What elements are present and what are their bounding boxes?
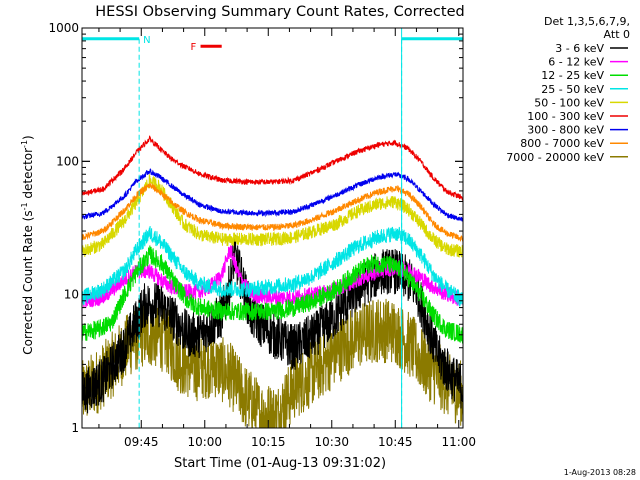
x-tick-label-1100: 11:00 xyxy=(441,435,476,449)
legend-header-detectors: Det 1,3,5,6,7,9, xyxy=(544,15,630,28)
legend-label-3-6-keV: 3 - 6 keV xyxy=(555,42,604,55)
legend-label-50-100-keV: 50 - 100 keV xyxy=(534,96,604,109)
legend-label-800-7000-keV: 800 - 7000 keV xyxy=(520,137,604,150)
marker-n-label: N xyxy=(143,35,150,46)
legend-label-25-50-keV: 25 - 50 keV xyxy=(541,83,604,96)
legend-label-100-300-keV: 100 - 300 keV xyxy=(527,110,604,123)
series-line-300-800-keV xyxy=(81,168,464,222)
x-axis-label: Start Time (01-Aug-13 09:31:02) xyxy=(174,456,386,471)
legend-label-6-12-keV: 6 - 12 keV xyxy=(548,56,604,69)
y-tick-label-1000: 1000 xyxy=(48,21,79,35)
x-tick-label-1000: 10:00 xyxy=(187,435,222,449)
x-tick-label-1030: 10:30 xyxy=(314,435,349,449)
series-line-12-25-keV xyxy=(81,245,464,344)
x-tick-label-0945: 09:45 xyxy=(124,435,159,449)
series-line-25-50-keV xyxy=(81,225,464,307)
x-tick-label-1015: 10:15 xyxy=(251,435,286,449)
y-tick-label-10: 10 xyxy=(64,288,79,302)
series-line-3-6-keV xyxy=(81,234,464,414)
series-line-100-300-keV xyxy=(81,135,464,202)
series-line-50-100-keV xyxy=(81,174,464,258)
y-tick-label-1: 1 xyxy=(71,421,79,435)
y-axis-label: Corrected Count Rate (s-1 detector-1) xyxy=(20,135,35,354)
y-tick-label-100: 100 xyxy=(56,154,79,168)
marker-f-label: F xyxy=(191,42,197,53)
legend-label-7000-20000-keV: 7000 - 20000 keV xyxy=(506,151,604,164)
legend-label-300-800-keV: 300 - 800 keV xyxy=(527,124,604,137)
legend-label-12-25-keV: 12 - 25 keV xyxy=(541,69,604,82)
legend-header-attenuator: Att 0 xyxy=(604,28,630,41)
x-tick-label-1045: 10:45 xyxy=(378,435,413,449)
chart-title: HESSI Observing Summary Count Rates, Cor… xyxy=(95,4,464,20)
series-line-800-7000-keV xyxy=(81,182,464,244)
footer-timestamp: 1-Aug-2013 08:28 xyxy=(564,468,636,477)
plot-frame xyxy=(81,27,464,429)
plot-area: N F 1 10 100 1000 09:45 10:00 10:15 10:30 10:45 11:… xyxy=(48,21,476,449)
